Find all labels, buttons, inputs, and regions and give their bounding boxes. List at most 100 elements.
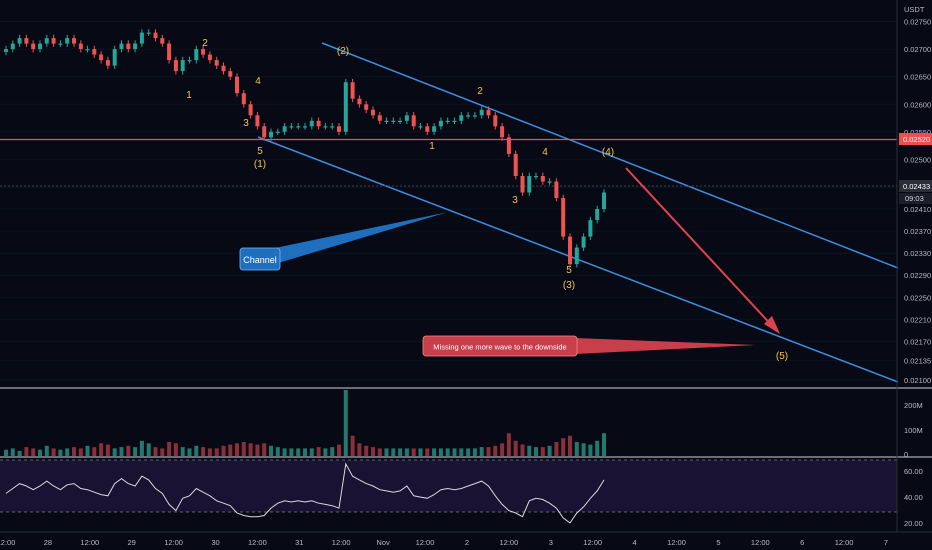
candle-body <box>139 32 144 44</box>
svg-text:0.02433: 0.02433 <box>903 182 930 191</box>
volume-bar <box>187 448 192 456</box>
candles <box>4 29 606 268</box>
volume-bar <box>527 445 532 456</box>
volume-bar <box>520 444 525 456</box>
price-tick-label: 0.02210 <box>904 315 931 324</box>
missing-wave-callout[interactable]: Missing one more wave to the downside <box>422 335 756 357</box>
time-tick-label: 3 <box>549 538 553 547</box>
volume-bar <box>568 435 572 456</box>
volume-bar <box>459 448 464 456</box>
candle-body <box>160 38 165 44</box>
volume-bar <box>309 448 314 456</box>
volume-bar <box>303 448 307 456</box>
volume-bar <box>92 447 97 456</box>
candle-body <box>10 43 15 50</box>
candle-body <box>404 115 409 121</box>
svg-text:0: 0 <box>904 450 908 459</box>
volume-axis: 200M 100M 0 <box>904 401 923 459</box>
volume-bars <box>4 390 606 456</box>
candle-body <box>337 126 341 132</box>
wave-labels: 1 2 3 4 5 (1) (2) 1 2 3 4 5 (3) (4) (5) <box>186 38 788 362</box>
wave-label-minor-2: 2 <box>202 38 208 49</box>
svg-text:20.00: 20.00 <box>904 519 923 528</box>
volume-bar <box>167 442 172 456</box>
candle-body <box>303 126 307 128</box>
volume-bar <box>337 444 341 456</box>
volume-bar <box>214 448 219 456</box>
candle-body <box>194 49 199 61</box>
candle-body <box>520 176 525 193</box>
wave-label-major-3: (3) <box>563 280 575 291</box>
volume-bar <box>44 445 49 456</box>
time-tick-label: 12:00 <box>416 538 435 547</box>
price-tick-label: 0.02600 <box>904 100 931 109</box>
candle-body <box>201 49 206 55</box>
svg-text:200M: 200M <box>904 401 923 410</box>
candle-body <box>51 38 56 44</box>
price-tick-label: 0.02410 <box>904 205 931 214</box>
candle-body <box>418 126 423 128</box>
volume-bar <box>384 448 389 456</box>
volume-bar <box>17 450 22 456</box>
volume-bar <box>343 390 348 456</box>
candle-body <box>568 236 572 265</box>
volume-bar <box>425 448 430 456</box>
volume-bar <box>235 443 239 456</box>
volume-bar <box>146 443 151 456</box>
channel-callout[interactable]: Channel <box>239 212 448 271</box>
candle-body <box>153 32 158 39</box>
candle-body <box>384 120 389 122</box>
channel-upper-line[interactable] <box>321 42 899 269</box>
candle-body <box>350 82 355 99</box>
volume-bar <box>4 449 8 456</box>
price-tick-label: 0.02650 <box>904 73 931 82</box>
candle-body <box>214 60 219 66</box>
wave-label-major-4: (4) <box>602 147 614 158</box>
volume-bar <box>330 447 335 456</box>
volume-bar <box>51 448 56 456</box>
volume-bar <box>65 448 70 456</box>
candle-body <box>24 38 29 44</box>
candle-body <box>58 43 63 45</box>
wave-label-minor-5: 5 <box>257 146 263 157</box>
candle-body <box>323 126 328 128</box>
volume-bar <box>275 447 280 456</box>
price-tick-label: 0.02750 <box>904 18 931 27</box>
candle-body <box>398 120 403 122</box>
volume-bar <box>540 447 545 456</box>
candle-body <box>316 120 321 127</box>
wave-label-minor-1: 1 <box>186 90 192 101</box>
candle-body <box>364 104 369 110</box>
candle-body <box>85 49 90 51</box>
volume-bar <box>99 443 104 456</box>
time-axis[interactable]: 12:00 28 12:00 29 12:00 30 12:00 31 12:00 Nov 12:0… <box>0 538 888 547</box>
volume-bar <box>574 442 579 456</box>
volume-bar <box>513 440 518 456</box>
candle-body <box>235 76 239 94</box>
volume-bar <box>255 444 260 456</box>
volume-bar <box>561 438 566 456</box>
time-tick-label: 12:00 <box>164 538 183 547</box>
volume-bar <box>466 448 471 456</box>
candle-body <box>486 109 491 116</box>
wave-label-minor-2b: 2 <box>477 86 483 97</box>
svg-text:0.02520: 0.02520 <box>903 135 930 144</box>
time-tick-label: Nov <box>376 538 390 547</box>
candle-body <box>17 38 22 44</box>
volume-bar <box>357 443 362 456</box>
svg-text:100M: 100M <box>904 426 923 435</box>
time-tick-label: 28 <box>44 538 52 547</box>
wave-label-minor-3: 3 <box>243 118 249 129</box>
candle-body <box>99 54 104 61</box>
candle-body <box>269 131 273 138</box>
volume-bar <box>472 448 477 456</box>
candle-body <box>452 120 457 122</box>
volume-bar <box>10 448 15 456</box>
volume-bar <box>581 443 586 456</box>
volume-bar <box>391 448 396 456</box>
time-tick-label: 12:00 <box>751 538 770 547</box>
candle-body <box>126 43 131 50</box>
candle-body <box>105 60 110 66</box>
wave-label-minor-5b: 5 <box>566 265 572 276</box>
